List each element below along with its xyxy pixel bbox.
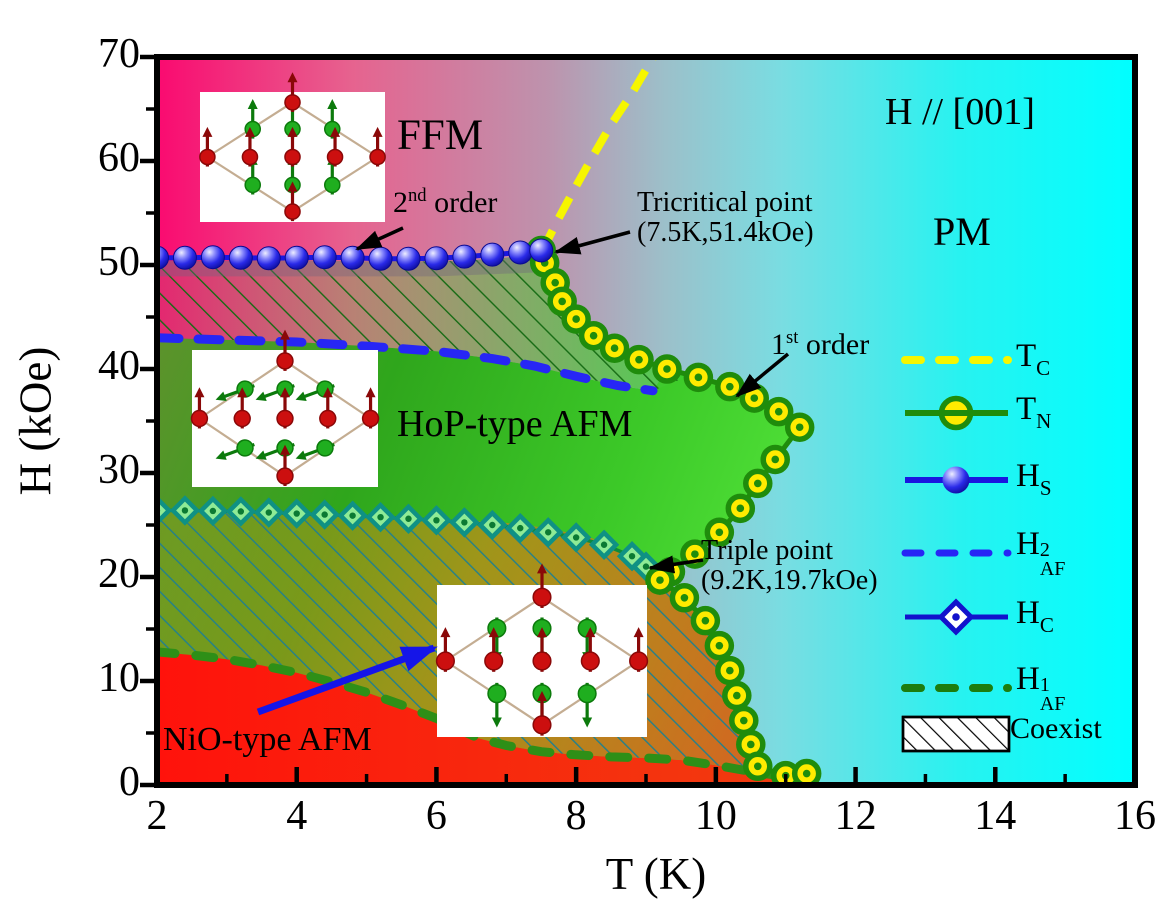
spin-structure-insets [190,72,649,737]
field-direction-label: H // [001] [885,91,1035,133]
legend-label-coexist: Coexist [1010,712,1102,745]
y-tick-label: 0 [119,759,140,805]
legend-label-tc: TC [1016,338,1051,380]
y-tick-label: 40 [98,343,140,389]
annotation-triple: Triple point (9.2K,19.7kOe) [701,535,878,597]
x-tick-label: 4 [286,793,308,839]
y-tick-label: 10 [98,655,140,701]
legend-marker-coexist [901,715,1011,753]
region-label-nio: NiO-type AFM [163,721,372,758]
legend-label-hs: HS [1016,458,1052,500]
x-tick-label: 16 [1114,793,1156,839]
annotation-first-order: 1st order [771,327,870,361]
legend-marker-hc [905,598,1008,636]
region-label-pm: PM [933,209,991,254]
legend-label-haf2: H 2 AF [1016,526,1066,580]
legend-marker-hs [905,466,1008,494]
y-tick-label: 70 [98,31,140,77]
x-tick-label: 6 [425,793,447,839]
x-tick-label: 14 [974,793,1017,839]
y-tick-label: 60 [98,135,140,181]
annotation-triple-line2: (9.2K,19.7kOe) [701,565,878,597]
inset-ffm-spin-structure [199,72,386,222]
inset-hop-spin-structure [190,329,380,487]
legend-markers [901,356,1012,753]
annotation-tricritical-line2: (7.5K,51.4kOe) [637,217,814,249]
legend-label-tn: TN [1016,391,1052,433]
region-label-ffm: FFM [397,112,484,159]
legend-marker-tn [905,395,1008,431]
x-tick-label: 2 [146,793,168,839]
x-tick-label: 8 [565,793,587,839]
data-point-markers [157,235,822,785]
legend-label-haf1: H 1 AF [1016,661,1066,715]
inset-nio-spin-structure [435,563,649,737]
y-tick-label: 50 [98,239,140,285]
region-label-hop: HoP-type AFM [397,403,633,445]
y-tick-label: 20 [98,551,140,597]
x-axis-title: T (K) [605,849,707,899]
annotation-triple-line1: Triple point [701,535,833,566]
x-tick-label: 12 [834,793,877,839]
annotation-arrows [256,226,790,716]
x-tick-label: 10 [694,793,737,839]
y-tick-label: 30 [98,447,140,493]
annotation-second-order: 2nd order [393,185,498,219]
annotation-tricritical-line1: Tricritical point [637,187,813,218]
annotation-tricritical: Tricritical point (7.5K,51.4kOe) [637,187,814,249]
legend-label-hc: HC [1016,595,1054,637]
axes-frame-and-ticks [140,54,1138,788]
